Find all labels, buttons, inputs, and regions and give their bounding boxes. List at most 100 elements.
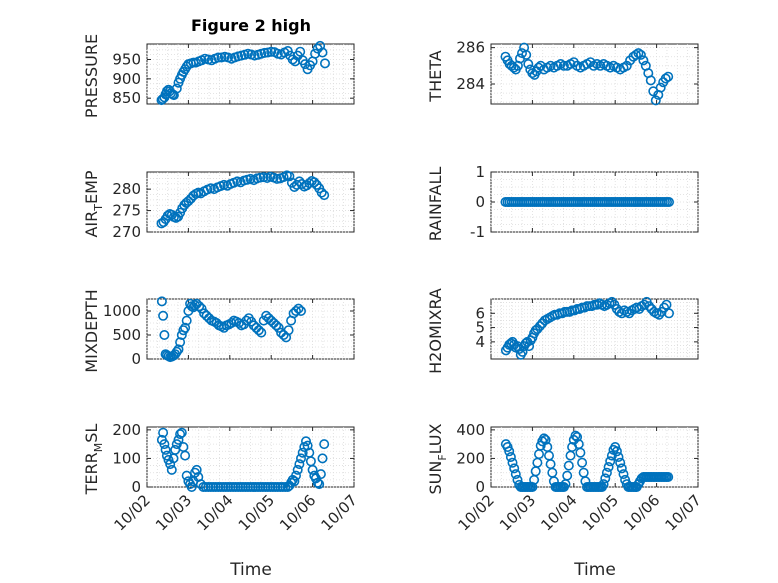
y-axis-label: THETA [426,50,445,102]
subplot-theta: 284 286 THETA [426,39,699,106]
data-point [507,457,518,468]
subplot-rainfall: -1 0 1 RAINFALL [426,163,699,242]
data-point [183,196,194,207]
data-point [523,58,534,69]
y-axis-label: AIRTEMP [82,170,105,237]
x-tick-label: 10/02 [111,491,154,534]
data-point [196,303,207,314]
data-point [178,325,189,336]
y-tick-label: 0 [475,478,485,496]
data-point [317,47,328,58]
data-point [300,436,311,447]
data-point [661,299,672,310]
y-axis-label: PRESSURE [82,34,101,118]
y-tick-label: 500 [112,326,141,344]
data-point [605,456,616,467]
figure-title: Figure 2 high [191,16,311,35]
data-point [166,464,177,475]
data-point [290,305,301,316]
data-point [606,296,617,307]
data-point [256,327,267,338]
data-point [663,308,674,319]
y-tick-label: 4 [475,333,485,351]
data-point [160,444,171,455]
data-point [572,431,583,442]
data-point [290,470,301,481]
data-point [655,82,666,93]
data-point [259,47,270,58]
data-point [159,439,170,450]
data-point [293,303,304,314]
data-point [226,317,237,328]
data-point [181,315,192,326]
data-point [296,179,307,190]
data-point [616,463,627,474]
data-point [173,344,184,355]
data-point [524,341,535,352]
data-point [295,305,306,316]
x-tick-label: 10/02 [455,491,498,534]
y-tick-label: 6 [475,304,485,322]
data-point [618,469,629,480]
y-tick-label: 200 [456,449,485,467]
data-point [638,55,649,66]
data-point [271,320,282,331]
data-point [613,451,624,462]
data-point [616,308,627,319]
x-tick-label: 10/06 [620,491,663,534]
data-point [191,464,202,475]
data-point [295,46,306,57]
data-point [171,83,182,94]
y-tick-label: 270 [112,223,141,241]
y-tick-label: 284 [456,75,485,93]
data-point [570,430,581,441]
x-tick-label: 10/03 [496,491,539,534]
x-tick-label: 10/03 [152,491,195,534]
data-point [292,464,303,475]
data-point [319,439,330,450]
data-point [502,441,513,452]
y-axis-label: H2OMIXRA [426,288,445,374]
data-point [663,471,674,482]
data-point [309,177,320,188]
data-point [639,299,650,310]
data-point [510,469,521,480]
y-tick-label: 1000 [103,302,141,320]
data-point [663,71,674,82]
data-point [630,49,641,60]
data-point [534,321,545,332]
data-point [253,325,264,336]
data-point [575,447,586,458]
data-point [315,469,326,480]
y-axis-label: MIXDEPTH [82,289,101,372]
data-point [314,479,325,490]
data-point [615,457,626,468]
data-point [297,447,308,458]
data-point [266,46,277,57]
data-point [241,315,252,326]
data-point [258,315,269,326]
x-tick-label: 10/04 [193,491,236,534]
y-tick-label: 5 [475,319,485,337]
y-tick-label: 286 [456,39,485,57]
data-point [654,309,665,320]
data-point [176,427,187,438]
x-axis-label-right: Time [573,560,616,580]
data-point [315,40,326,51]
data-point [538,433,549,444]
data-point [598,479,609,490]
data-point [603,461,614,472]
x-tick-label: 10/06 [276,491,319,534]
y-tick-label: 275 [112,202,141,220]
data-point [159,329,170,340]
data-point [601,467,612,478]
data-point [505,451,516,462]
data-point [213,52,224,63]
data-point [312,477,323,488]
y-axis-label: RAINFALL [426,167,445,242]
